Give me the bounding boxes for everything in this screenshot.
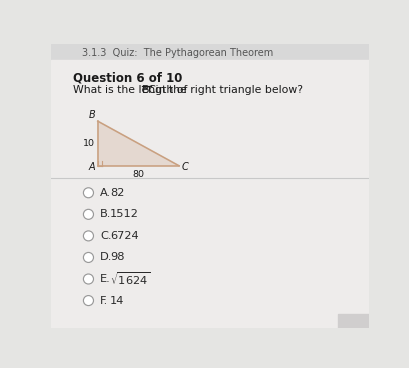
Text: F.: F. <box>100 296 108 305</box>
Text: 14: 14 <box>110 296 124 305</box>
Text: A.: A. <box>100 188 111 198</box>
Circle shape <box>83 274 93 284</box>
Text: What is the length of: What is the length of <box>73 85 190 95</box>
Text: E.: E. <box>100 274 110 284</box>
Text: C.: C. <box>100 231 111 241</box>
Text: 6724: 6724 <box>110 231 138 241</box>
Text: B.: B. <box>100 209 111 219</box>
Text: $\sqrt{1624}$: $\sqrt{1624}$ <box>110 270 150 287</box>
Circle shape <box>83 296 93 305</box>
Text: 1512: 1512 <box>110 209 139 219</box>
Bar <box>51 44 368 60</box>
Text: 3.1.3  Quiz:  The Pythagorean Theorem: 3.1.3 Quiz: The Pythagorean Theorem <box>82 49 273 59</box>
Circle shape <box>83 209 93 219</box>
Circle shape <box>83 188 93 198</box>
Text: B: B <box>89 110 95 120</box>
Circle shape <box>83 252 93 262</box>
Text: 98: 98 <box>110 252 124 262</box>
Text: A: A <box>89 162 95 172</box>
Text: 82: 82 <box>110 188 124 198</box>
Text: C: C <box>181 162 187 171</box>
Text: in the right triangle below?: in the right triangle below? <box>152 85 302 95</box>
Text: 80: 80 <box>132 170 144 179</box>
Text: BC: BC <box>142 85 156 95</box>
Circle shape <box>83 231 93 241</box>
Polygon shape <box>97 121 179 166</box>
Text: 10: 10 <box>83 139 95 148</box>
Text: Question 6 of 10: Question 6 of 10 <box>73 71 182 85</box>
Bar <box>337 314 368 328</box>
Text: D.: D. <box>100 252 112 262</box>
